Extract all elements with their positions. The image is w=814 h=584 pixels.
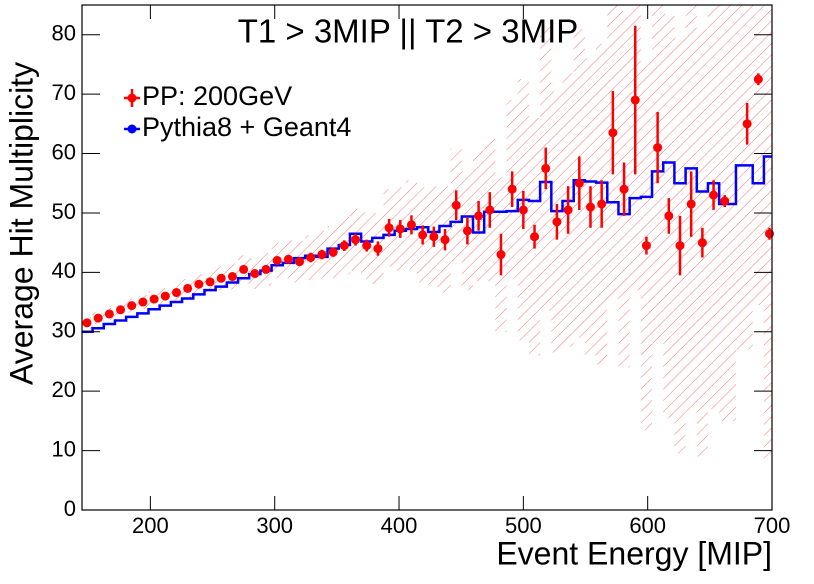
data-point <box>418 230 428 240</box>
data-point <box>742 119 752 129</box>
data-point <box>429 232 439 242</box>
data-point <box>619 184 629 194</box>
data-point <box>485 205 495 215</box>
data-point <box>552 217 562 227</box>
data-point <box>295 257 305 267</box>
data-point <box>183 283 193 293</box>
data-point <box>93 313 103 323</box>
systematic-band <box>719 5 736 421</box>
data-point <box>697 238 707 248</box>
legend-marker <box>127 124 137 134</box>
data-point <box>127 301 137 311</box>
legend-label: Pythia8 + Geant4 <box>142 112 351 142</box>
y-tick-label: 50 <box>52 199 76 224</box>
data-point <box>384 223 394 233</box>
data-point <box>597 199 607 209</box>
data-point <box>765 229 775 239</box>
data-point <box>530 232 540 242</box>
legend-marker <box>127 93 137 103</box>
data-point <box>194 279 204 289</box>
data-point <box>116 305 126 315</box>
data-point <box>339 241 349 251</box>
data-point <box>630 95 640 105</box>
y-tick-label: 40 <box>52 258 76 283</box>
mc-histogram <box>82 155 772 334</box>
data-point <box>664 211 674 221</box>
x-tick-label: 200 <box>132 513 169 538</box>
data-point <box>675 241 685 251</box>
data-point <box>507 184 517 194</box>
x-axis-label: Event Energy [MIP] <box>496 535 772 571</box>
data-point <box>250 269 260 279</box>
data-point <box>205 277 215 287</box>
x-tick-label: 300 <box>256 513 293 538</box>
data-point <box>373 244 383 254</box>
data-point <box>82 318 92 328</box>
data-point <box>306 253 316 262</box>
data-point <box>272 255 282 265</box>
systematic-band <box>735 5 753 350</box>
x-tick-label: 500 <box>505 513 542 538</box>
x-tick-label: 600 <box>629 513 666 538</box>
data-point <box>518 205 528 215</box>
data-point <box>149 294 159 304</box>
data-point <box>585 202 595 212</box>
data-point <box>608 128 618 138</box>
data-point <box>395 224 405 234</box>
data-point <box>641 241 651 251</box>
data-point <box>451 200 461 210</box>
data-point <box>283 254 293 264</box>
y-tick-label: 30 <box>52 318 76 343</box>
data-point <box>709 190 719 200</box>
data-point <box>496 250 506 260</box>
y-tick-label: 80 <box>52 21 76 46</box>
data-point <box>216 273 226 283</box>
data-point <box>351 235 361 245</box>
data-point <box>720 196 730 206</box>
chart-title: T1 > 3MIP || T2 > 3MIP <box>238 13 579 50</box>
data-point <box>653 143 663 153</box>
data-point <box>406 220 416 230</box>
data-point <box>261 264 271 274</box>
frame <box>81 4 773 511</box>
y-tick-label: 70 <box>52 80 76 105</box>
data-point <box>462 226 472 236</box>
y-axis-label: Average Hit Multiplicity <box>3 62 39 385</box>
data-point <box>574 178 584 188</box>
data-point <box>104 309 114 319</box>
data-point <box>753 74 763 84</box>
plot-area <box>82 5 775 460</box>
y-tick-label: 20 <box>52 377 76 402</box>
data-point <box>440 235 450 245</box>
data-point <box>474 211 484 221</box>
data-point <box>686 199 696 209</box>
legend-label: PP: 200GeV <box>142 81 292 111</box>
systematic-band <box>752 5 764 306</box>
data-point <box>227 272 237 282</box>
data-point <box>160 291 170 301</box>
data-point <box>563 205 573 215</box>
data-point <box>362 241 372 251</box>
y-tick-label: 10 <box>52 436 76 461</box>
x-tick-label: 400 <box>381 513 418 538</box>
data-point <box>138 297 148 307</box>
data-point <box>328 247 338 257</box>
data-point <box>239 264 249 274</box>
data-point <box>317 250 327 260</box>
x-tick-label: 700 <box>754 513 791 538</box>
y-tick-label: 60 <box>52 139 76 164</box>
data-point <box>541 163 551 173</box>
y-tick-label: 0 <box>64 496 76 521</box>
data-point <box>171 288 181 298</box>
